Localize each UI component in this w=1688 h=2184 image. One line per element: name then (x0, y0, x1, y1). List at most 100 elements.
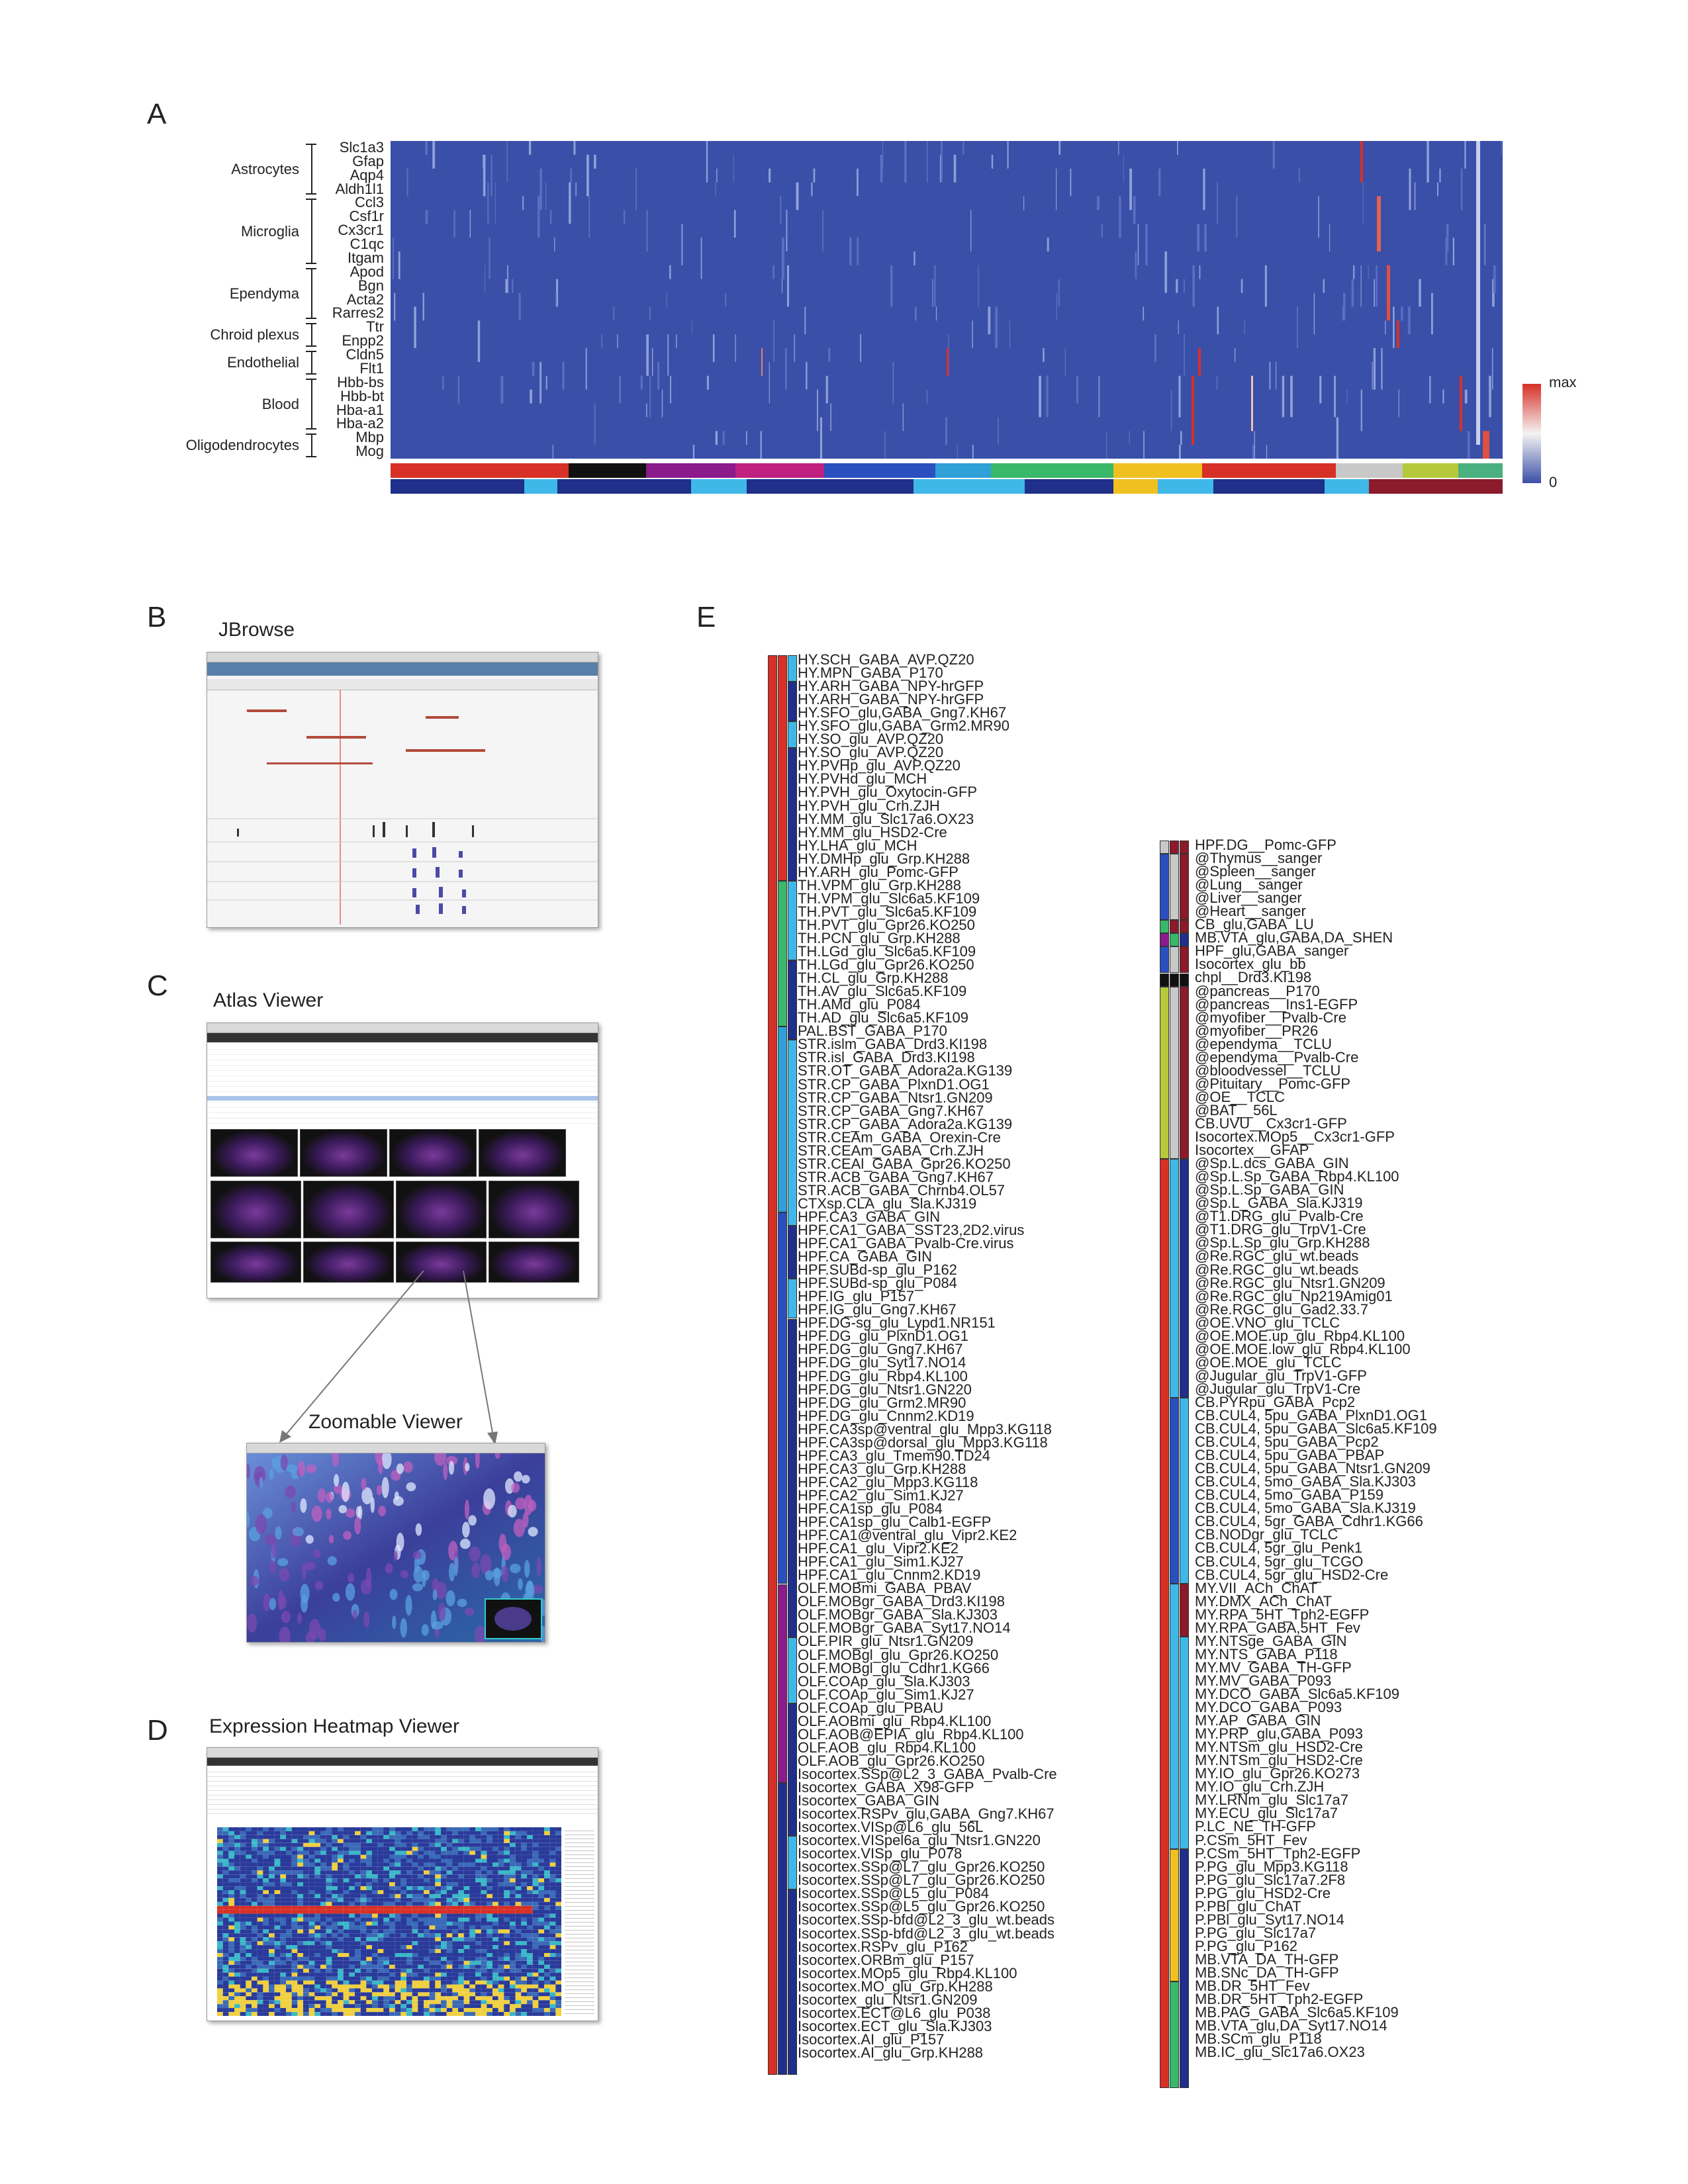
mini-heatmap-cell (492, 1968, 498, 1973)
brain-section-thumbnail[interactable] (303, 1242, 394, 1283)
mini-heatmap-cell (222, 1913, 229, 1918)
mini-heatmap-cell (360, 1846, 367, 1851)
mini-heatmap-cell (469, 1846, 475, 1851)
heatmap-cell (1298, 168, 1300, 183)
legend-min-label: 0 (1549, 474, 1558, 490)
annotation-segment (391, 479, 524, 494)
mini-heatmap-cell (555, 1878, 561, 1883)
mini-heatmap-cell (498, 1929, 504, 1934)
cell-blob (271, 1457, 277, 1469)
mini-heatmap-cell (263, 1988, 269, 1993)
mini-heatmap-cell (458, 1933, 464, 1938)
mini-heatmap-cell (228, 1913, 234, 1918)
mini-heatmap-cell (366, 1945, 372, 1949)
mini-heatmap-cell (544, 2012, 550, 2016)
mini-heatmap-cell (429, 1839, 436, 1843)
brain-section-thumbnail[interactable] (211, 1129, 298, 1177)
mini-heatmap-cell (308, 1945, 315, 1949)
heatmap-cell (1269, 361, 1271, 390)
mini-heatmap-cell (400, 1854, 406, 1859)
mini-heatmap-cell (521, 1874, 527, 1879)
mini-heatmap-cell (458, 1945, 464, 1949)
brain-section-thumbnail[interactable] (211, 1242, 301, 1283)
heatmap-cell (904, 141, 907, 183)
heatmap-cell (849, 238, 852, 265)
mini-heatmap-cell (366, 1953, 372, 1957)
mini-heatmap-cell (406, 1882, 412, 1886)
mini-heatmap-cell (286, 1960, 292, 1965)
mini-heatmap-cell (510, 1945, 516, 1949)
color-annotation-cell (788, 1637, 797, 1704)
mini-heatmap-cell (372, 1843, 378, 1847)
mini-heatmap-cell (338, 1893, 344, 1898)
mini-heatmap-cell (338, 2004, 344, 2009)
mini-heatmap-cell (400, 1839, 406, 1843)
sample-label: Isocortex.SSp@L5_glu_Gpr26.KO250 (798, 1898, 1045, 1915)
mini-heatmap-cell (263, 1854, 269, 1859)
mini-heatmap-cell (332, 1945, 338, 1949)
mini-heatmap-cell (389, 1972, 395, 1977)
brain-section-thumbnail[interactable] (389, 1129, 477, 1177)
brain-section-thumbnail[interactable] (489, 1242, 579, 1283)
mini-heatmap-cell (263, 1882, 269, 1886)
gene-label: Hbb-bt (340, 387, 384, 404)
mini-heatmap-cell (452, 1929, 458, 1934)
group-bracket (311, 199, 312, 263)
mini-heatmap-cell (435, 1917, 441, 1922)
mini-heatmap-cell (475, 1945, 481, 1949)
group-bracket-tick (306, 433, 316, 435)
mini-heatmap-cell (527, 1941, 533, 1946)
mini-heatmap-cell (343, 1913, 350, 1918)
mini-heatmap-cell (521, 1941, 527, 1946)
mini-heatmap-cell (429, 1882, 436, 1886)
mini-heatmap-cell (549, 1878, 556, 1883)
mini-heatmap-cell (424, 1925, 430, 1930)
mini-heatmap-cell (308, 2012, 315, 2016)
brain-section-thumbnail[interactable] (300, 1129, 387, 1177)
mini-heatmap-cell (555, 1960, 561, 1965)
mini-heatmap-cell (452, 1866, 458, 1871)
mini-heatmap-cell (418, 1866, 424, 1871)
mini-heatmap-cell (412, 1886, 418, 1890)
mini-heatmap-cell (446, 1968, 453, 1973)
mini-heatmap-cell (280, 1917, 286, 1922)
brain-section-thumbnail[interactable] (396, 1181, 487, 1238)
mini-heatmap-cell (257, 1945, 263, 1949)
mini-heatmap-cell (246, 1854, 252, 1859)
mini-heatmap-cell (515, 1996, 522, 2001)
sample-label: MY.ECU_glu_Slc17a7 (1195, 1805, 1338, 1822)
mini-heatmap-cell (372, 1996, 378, 2001)
sample-label: @Lung__sanger (1195, 876, 1303, 893)
brain-section-thumbnail[interactable] (211, 1181, 301, 1238)
mini-heatmap-cell (475, 2000, 481, 2005)
mini-heatmap-cell (240, 1960, 246, 1965)
mini-heatmap-cell (412, 1929, 418, 1934)
mini-heatmap-cell (308, 1893, 315, 1898)
mini-heatmap-cell (291, 1878, 298, 1883)
highlight-line (340, 690, 341, 925)
mini-heatmap-cell (446, 2012, 453, 2016)
mini-heatmap-cell (400, 1937, 406, 1942)
cell-blob (327, 1556, 337, 1566)
brain-section-thumbnail[interactable] (479, 1129, 566, 1177)
brain-section-thumbnail[interactable] (489, 1181, 579, 1238)
mini-heatmap-cell (269, 1893, 275, 1898)
mini-heatmap-cell (343, 1874, 350, 1879)
sample-label: TH.PVT_glu_Gpr26.KO250 (798, 916, 975, 933)
mini-heatmap-cell (527, 1937, 533, 1942)
mini-heatmap-cell (446, 1953, 453, 1957)
mini-heatmap-cell (297, 1953, 303, 1957)
sample-label: @OE.MOE_glu_TCLC (1195, 1353, 1342, 1371)
mini-heatmap-cell (332, 1929, 338, 1934)
mini-heatmap-cell (366, 1933, 372, 1938)
mini-heatmap-cell (372, 1921, 378, 1926)
mini-heatmap-cell (435, 1949, 441, 1953)
brain-section-thumbnail[interactable] (303, 1181, 394, 1238)
cell-blob (501, 1565, 509, 1582)
sample-label: STR.islm_GABA_Drd3.KI198 (798, 1036, 988, 1053)
mini-heatmap-cell (338, 1835, 344, 1839)
brain-section-thumbnail[interactable] (396, 1242, 487, 1283)
mini-heatmap-cell (252, 2012, 258, 2016)
mini-heatmap-cell (338, 1941, 344, 1946)
mini-heatmap-cell (418, 1839, 424, 1843)
